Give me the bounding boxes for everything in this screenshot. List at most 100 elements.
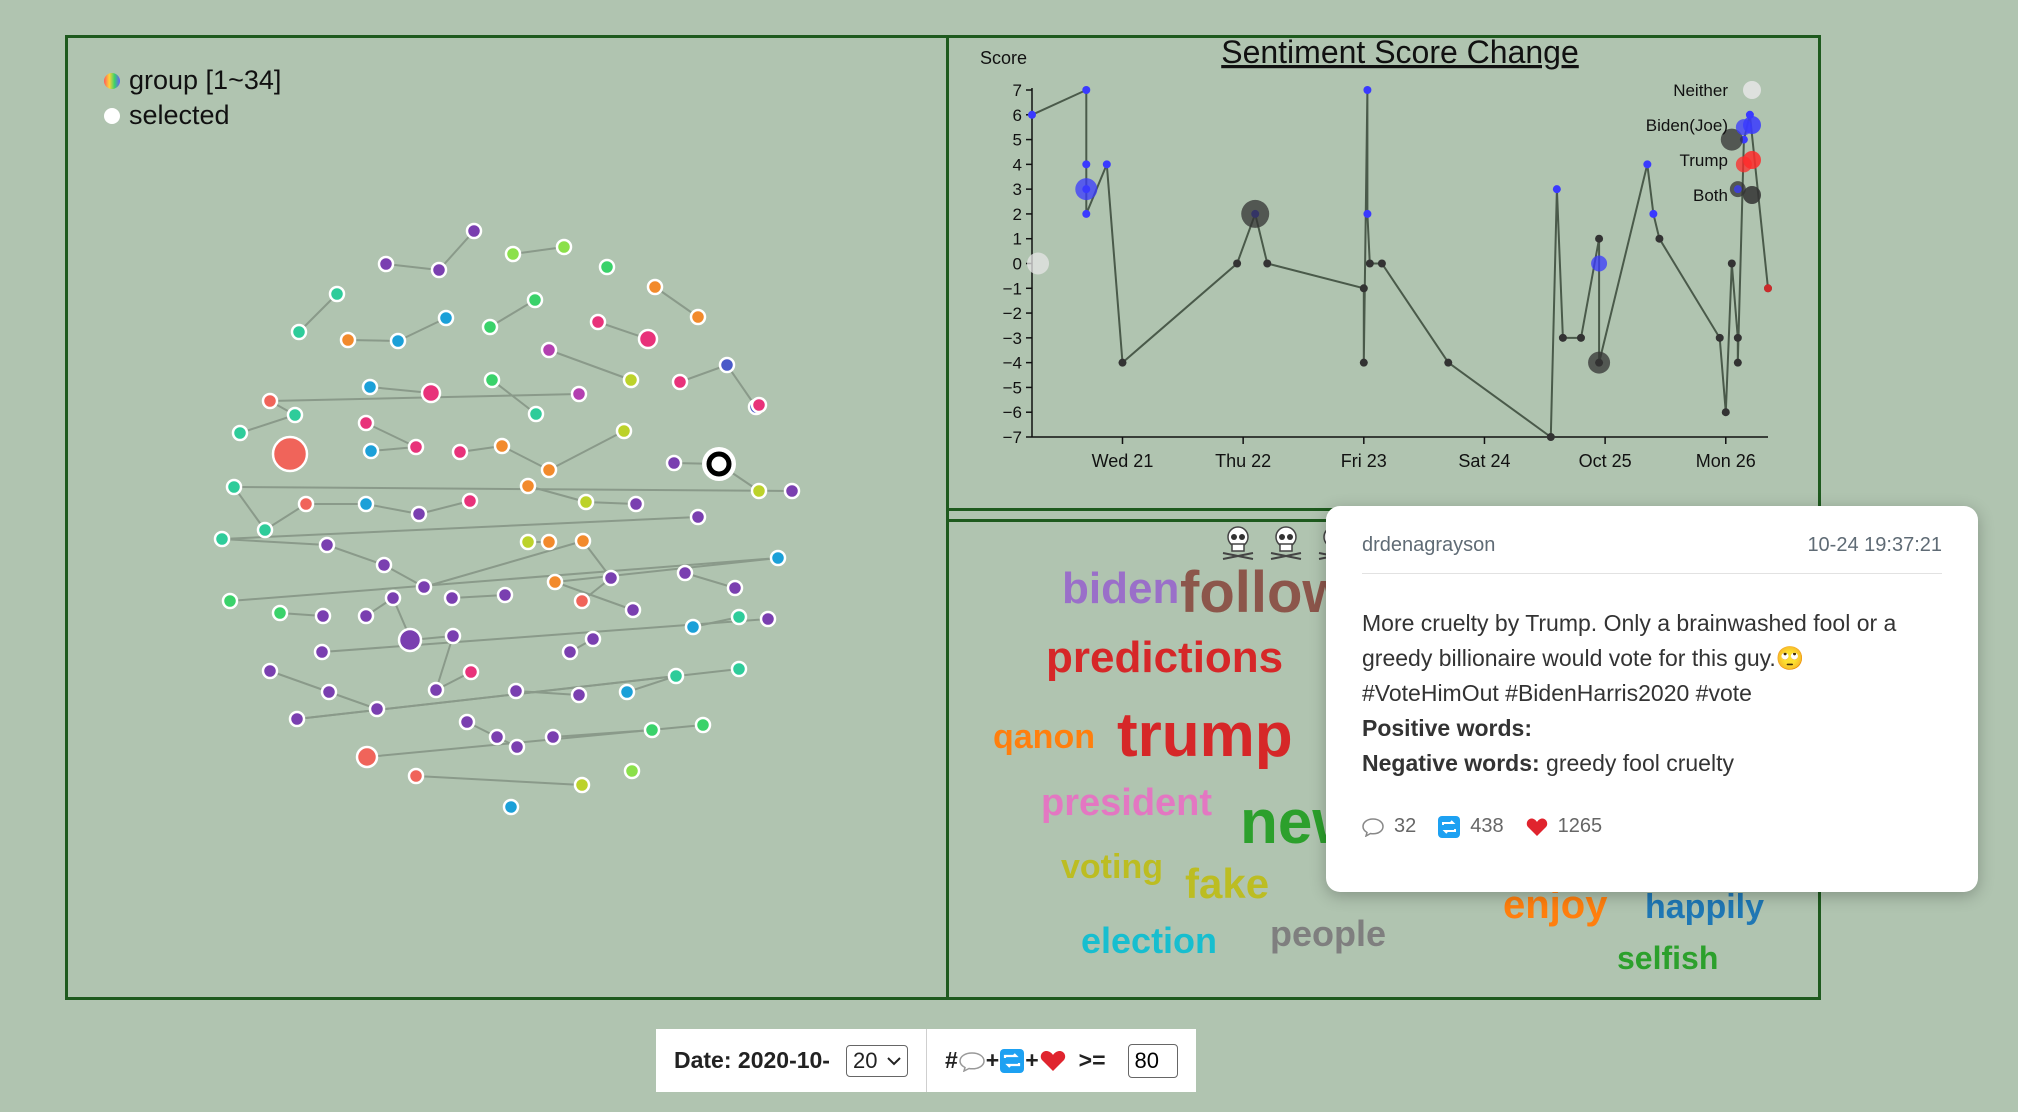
data-point[interactable] xyxy=(1643,160,1652,169)
network-node[interactable] xyxy=(355,745,379,769)
network-node[interactable] xyxy=(646,278,664,296)
network-node[interactable] xyxy=(483,371,501,389)
network-node[interactable] xyxy=(377,255,395,273)
sentiment-marker[interactable] xyxy=(1027,252,1050,275)
network-node[interactable] xyxy=(561,643,579,661)
network-node[interactable] xyxy=(389,332,407,350)
network-node[interactable] xyxy=(328,285,346,303)
network-node[interactable] xyxy=(415,578,433,596)
network-node[interactable] xyxy=(694,716,712,734)
data-point[interactable] xyxy=(1263,259,1272,268)
network-node[interactable] xyxy=(339,331,357,349)
data-point[interactable] xyxy=(1733,358,1742,367)
network-node[interactable] xyxy=(288,710,306,728)
network-node[interactable] xyxy=(546,573,564,591)
data-point[interactable] xyxy=(1359,358,1368,367)
network-node[interactable] xyxy=(357,607,375,625)
network-node[interactable] xyxy=(375,556,393,574)
network-node[interactable] xyxy=(368,700,386,718)
data-point[interactable] xyxy=(1727,259,1736,268)
data-point[interactable] xyxy=(1649,209,1658,218)
data-point[interactable] xyxy=(1595,234,1604,243)
network-node[interactable] xyxy=(261,392,279,410)
network-node[interactable] xyxy=(519,533,537,551)
network-node[interactable] xyxy=(750,482,768,500)
network-node[interactable] xyxy=(458,713,476,731)
network-node[interactable] xyxy=(623,762,641,780)
network-node[interactable] xyxy=(362,442,380,460)
network-node[interactable] xyxy=(627,495,645,513)
word-cloud-word[interactable]: happily xyxy=(1645,888,1764,926)
network-node[interactable] xyxy=(527,405,545,423)
network-node[interactable] xyxy=(444,627,462,645)
network-node[interactable] xyxy=(496,586,514,604)
network-node[interactable] xyxy=(759,610,777,628)
word-cloud-word[interactable]: predictions xyxy=(1046,633,1283,682)
network-node[interactable] xyxy=(622,371,640,389)
network-node[interactable] xyxy=(451,443,469,461)
network-node[interactable] xyxy=(637,328,659,350)
network-node[interactable] xyxy=(256,521,274,539)
network-node[interactable] xyxy=(271,604,289,622)
network-node[interactable] xyxy=(493,437,511,455)
network-node[interactable] xyxy=(420,382,442,404)
network-node[interactable] xyxy=(297,495,315,513)
network-node[interactable] xyxy=(589,313,607,331)
word-cloud-word[interactable]: qanon xyxy=(993,718,1095,756)
network-node[interactable] xyxy=(261,662,279,680)
network-node[interactable] xyxy=(314,607,332,625)
network-node[interactable] xyxy=(519,477,537,495)
network-node[interactable] xyxy=(783,482,801,500)
data-point[interactable] xyxy=(1363,86,1372,94)
word-cloud-word[interactable]: trump xyxy=(1117,701,1293,770)
data-point[interactable] xyxy=(1377,259,1386,268)
network-node[interactable] xyxy=(665,454,683,472)
network-node[interactable] xyxy=(602,569,620,587)
network-node[interactable] xyxy=(357,495,375,513)
network-node[interactable] xyxy=(676,564,694,582)
data-point[interactable] xyxy=(1546,433,1555,441)
network-node[interactable] xyxy=(286,406,304,424)
data-point[interactable] xyxy=(1715,333,1724,342)
sentiment-marker[interactable] xyxy=(1075,178,1098,201)
network-node[interactable] xyxy=(570,686,588,704)
network-node[interactable] xyxy=(397,627,423,653)
data-point[interactable] xyxy=(1233,259,1242,268)
data-point[interactable] xyxy=(1028,110,1036,119)
network-node[interactable] xyxy=(508,738,526,756)
network-node[interactable] xyxy=(290,323,308,341)
word-cloud-word[interactable]: president xyxy=(1041,782,1212,824)
network-node[interactable] xyxy=(488,728,506,746)
data-point[interactable] xyxy=(1102,160,1111,169)
network-node[interactable] xyxy=(726,579,744,597)
network-node[interactable] xyxy=(750,396,768,414)
word-cloud-word[interactable]: biden xyxy=(1062,564,1179,613)
network-node[interactable] xyxy=(481,318,499,336)
date-select[interactable]: 20 xyxy=(845,1044,908,1077)
network-node[interactable] xyxy=(540,533,558,551)
network-node[interactable] xyxy=(624,601,642,619)
network-node[interactable] xyxy=(540,341,558,359)
network-node[interactable] xyxy=(407,438,425,456)
word-cloud-word[interactable]: people xyxy=(1270,913,1386,954)
data-point[interactable] xyxy=(1444,358,1453,367)
network-node[interactable] xyxy=(667,667,685,685)
network-node[interactable] xyxy=(643,721,661,739)
data-point[interactable] xyxy=(1359,284,1368,293)
network-node[interactable] xyxy=(671,373,689,391)
network-node[interactable] xyxy=(437,309,455,327)
network-node[interactable] xyxy=(618,683,636,701)
network-node[interactable] xyxy=(461,492,479,510)
network-node[interactable] xyxy=(462,663,480,681)
network-node[interactable] xyxy=(502,798,520,816)
data-point[interactable] xyxy=(1082,86,1091,94)
network-graph[interactable]: group [1~34] selected xyxy=(0,0,945,1000)
data-point[interactable] xyxy=(1365,259,1374,268)
sentiment-marker[interactable] xyxy=(1720,128,1743,151)
network-node[interactable] xyxy=(507,682,525,700)
network-node[interactable] xyxy=(443,589,461,607)
sentiment-chart[interactable]: Sentiment Score Change Score 7 6 5 4 3 2 1 0 −1 −… xyxy=(0,0,1830,500)
network-node[interactable] xyxy=(573,592,591,610)
word-cloud-word[interactable]: voting xyxy=(1061,848,1163,886)
data-point[interactable] xyxy=(1363,209,1372,218)
